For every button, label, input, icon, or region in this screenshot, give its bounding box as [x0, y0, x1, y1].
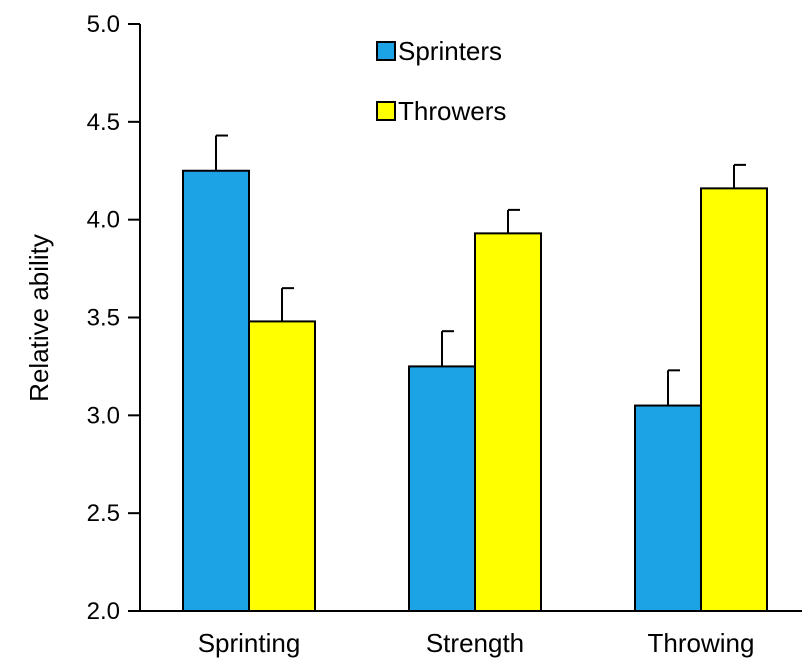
- y-tick-label: 3.0: [87, 402, 120, 429]
- bar-sprinters-sprinting: [182, 169, 250, 612]
- error-bars: [215, 134, 746, 406]
- y-tick-label: 2.0: [87, 598, 120, 625]
- y-tick-label: 4.5: [87, 109, 120, 136]
- legend: Sprinters Throwers: [376, 36, 506, 126]
- x-tick-label: Throwing: [648, 628, 755, 658]
- bar-throwers-throwing: [700, 187, 768, 613]
- y-axis-ticks: 2.0 2.5 3.0 3.5 4.0 4.5 5.0: [87, 11, 140, 625]
- y-tick-label: 2.5: [87, 500, 120, 527]
- bars: [182, 169, 768, 613]
- y-tick-label: 5.0: [87, 11, 120, 38]
- x-axis-labels: Sprinting Strength Throwing: [198, 628, 755, 658]
- y-tick-label: 4.0: [87, 207, 120, 234]
- legend-swatch: [376, 101, 396, 121]
- x-tick-label: Sprinting: [198, 628, 301, 658]
- bar-throwers-sprinting: [248, 320, 316, 612]
- bar-sprinters-strength: [408, 365, 476, 612]
- y-tick-label: 3.5: [87, 305, 120, 332]
- legend-label: Throwers: [398, 96, 506, 126]
- legend-swatch: [376, 41, 396, 61]
- legend-label: Sprinters: [398, 36, 502, 66]
- y-axis-title: Relative ability: [24, 234, 54, 402]
- x-tick-label: Strength: [426, 628, 524, 658]
- bar-throwers-strength: [474, 232, 542, 612]
- bar-sprinters-throwing: [634, 404, 702, 612]
